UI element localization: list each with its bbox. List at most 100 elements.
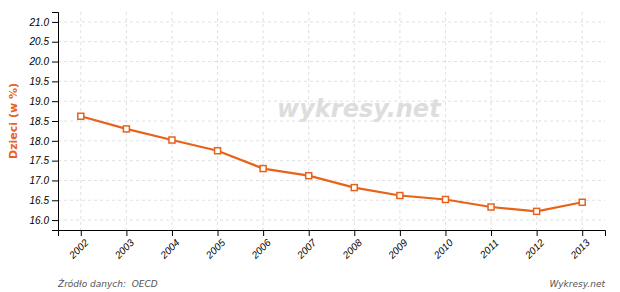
x-tick-label: 2013 [568, 237, 593, 262]
grid-line [58, 200, 605, 201]
line [81, 116, 582, 211]
marker [397, 193, 403, 199]
x-tick-label: 2009 [385, 237, 410, 262]
y-axis-title: Dzieci (w %) [7, 83, 20, 159]
y-tick-mark [52, 141, 58, 142]
marker [306, 173, 312, 179]
marker [579, 199, 585, 205]
plot: wykresy.net20022003200420052006200720082… [29, 12, 606, 261]
x-tick-label: 2006 [249, 237, 274, 262]
x-tick-mark [537, 230, 538, 236]
grid-line [263, 12, 264, 230]
y-tick-mark [52, 62, 58, 63]
y-axis: 16.0 16.5 17.0 17.5 18.0 18.5 19.0 19.5 20.0 20.5… [29, 13, 59, 231]
grid-line [58, 81, 605, 82]
x-tick-mark [445, 230, 446, 236]
grid-line [582, 12, 583, 230]
y-tick: 17.0 [30, 175, 58, 186]
marker [351, 185, 357, 191]
x-tick: 2013 [568, 230, 593, 261]
x-tick-mark [354, 230, 355, 236]
x-tick: 2002 [66, 230, 91, 261]
marker [488, 204, 494, 210]
y-tick-mark [52, 22, 58, 23]
marker [215, 148, 221, 154]
x-tick: 2012 [522, 230, 547, 261]
y-tick: 18.5 [30, 116, 58, 127]
y-tick: 21.0 [29, 17, 58, 28]
x-tick: 2008 [340, 230, 365, 261]
x-tick: 2006 [249, 230, 274, 261]
y-tick-label: 18.5 [30, 116, 50, 127]
marker [442, 196, 448, 202]
x-tick: 2011 [477, 230, 501, 261]
y-tick-label: 20.5 [29, 36, 50, 47]
y-tick: 16.0 [30, 215, 58, 226]
marker [260, 166, 266, 172]
y-tick-label: 17.5 [30, 155, 50, 166]
grid-line [536, 12, 537, 230]
grid-line [171, 12, 172, 230]
source-note: Źródło danych: OECD [57, 278, 158, 289]
grid-line [217, 12, 218, 230]
y-tick-label: 20.0 [29, 56, 50, 67]
axis-line [59, 231, 606, 237]
x-tick-mark [582, 230, 583, 236]
marker [78, 113, 84, 119]
chart: wykresy.net20022003200420052006200720082… [0, 0, 620, 292]
x-tick-label: 2007 [294, 237, 319, 262]
x-tick-mark [172, 230, 173, 236]
grid-line [58, 140, 605, 141]
y-tick: 19.0 [30, 96, 58, 107]
y-tick: 16.5 [30, 195, 58, 206]
x-tick: 2007 [294, 230, 319, 261]
y-tick: 18.0 [30, 136, 58, 147]
x-tick: 2010 [431, 230, 456, 261]
y-tick-mark [52, 180, 58, 181]
credit-note: Wykresy.net [549, 279, 605, 289]
x-tick-label: 2004 [157, 237, 182, 262]
grid-line [58, 160, 605, 161]
y-tick-label: 18.0 [30, 136, 50, 147]
y-tick-mark [52, 161, 58, 162]
y-tick-label: 17.0 [30, 175, 50, 186]
watermark: wykresy.net [277, 95, 442, 123]
y-tick-mark [52, 220, 58, 221]
x-tick-mark [126, 230, 127, 236]
x-tick-mark [218, 230, 219, 236]
x-tick-label: 2003 [112, 237, 137, 262]
x-tick: 2005 [203, 230, 228, 261]
y-tick-mark [52, 81, 58, 82]
y-tick-mark [52, 121, 58, 122]
x-tick-mark [309, 230, 310, 236]
x-tick-label: 2012 [522, 237, 547, 262]
y-tick-mark [52, 42, 58, 43]
x-tick-mark [263, 230, 264, 236]
x-axis: 2002 2003 2004 2005 2006 2007 2008 2009 2010 2011… [59, 230, 606, 261]
y-tick: 20.5 [29, 36, 58, 47]
x-tick-label: 2008 [340, 237, 365, 262]
marks [78, 113, 585, 214]
y-tick: 20.0 [29, 56, 58, 67]
x-tick-label: 2002 [66, 237, 91, 262]
grid-line [58, 220, 605, 221]
y-tick-label: 16.5 [30, 195, 50, 206]
axis-line [52, 13, 59, 231]
marker [169, 137, 175, 143]
y-tick: 17.5 [30, 155, 58, 166]
grid-line [491, 12, 492, 230]
grid-line [126, 12, 127, 230]
x-tick-mark [491, 230, 492, 236]
grid-line [58, 41, 605, 42]
y-tick-label: 16.0 [30, 215, 50, 226]
x-tick-label: 2011 [477, 237, 501, 261]
y-tick-mark [52, 200, 58, 201]
marker [534, 208, 540, 214]
y-tick: 19.5 [30, 76, 58, 87]
grid-line [80, 12, 81, 230]
y-tick-label: 19.5 [30, 76, 50, 87]
x-tick-label: 2010 [431, 237, 456, 262]
x-tick: 2004 [157, 230, 182, 261]
y-tick-label: 19.0 [30, 96, 50, 107]
marker [123, 126, 129, 132]
